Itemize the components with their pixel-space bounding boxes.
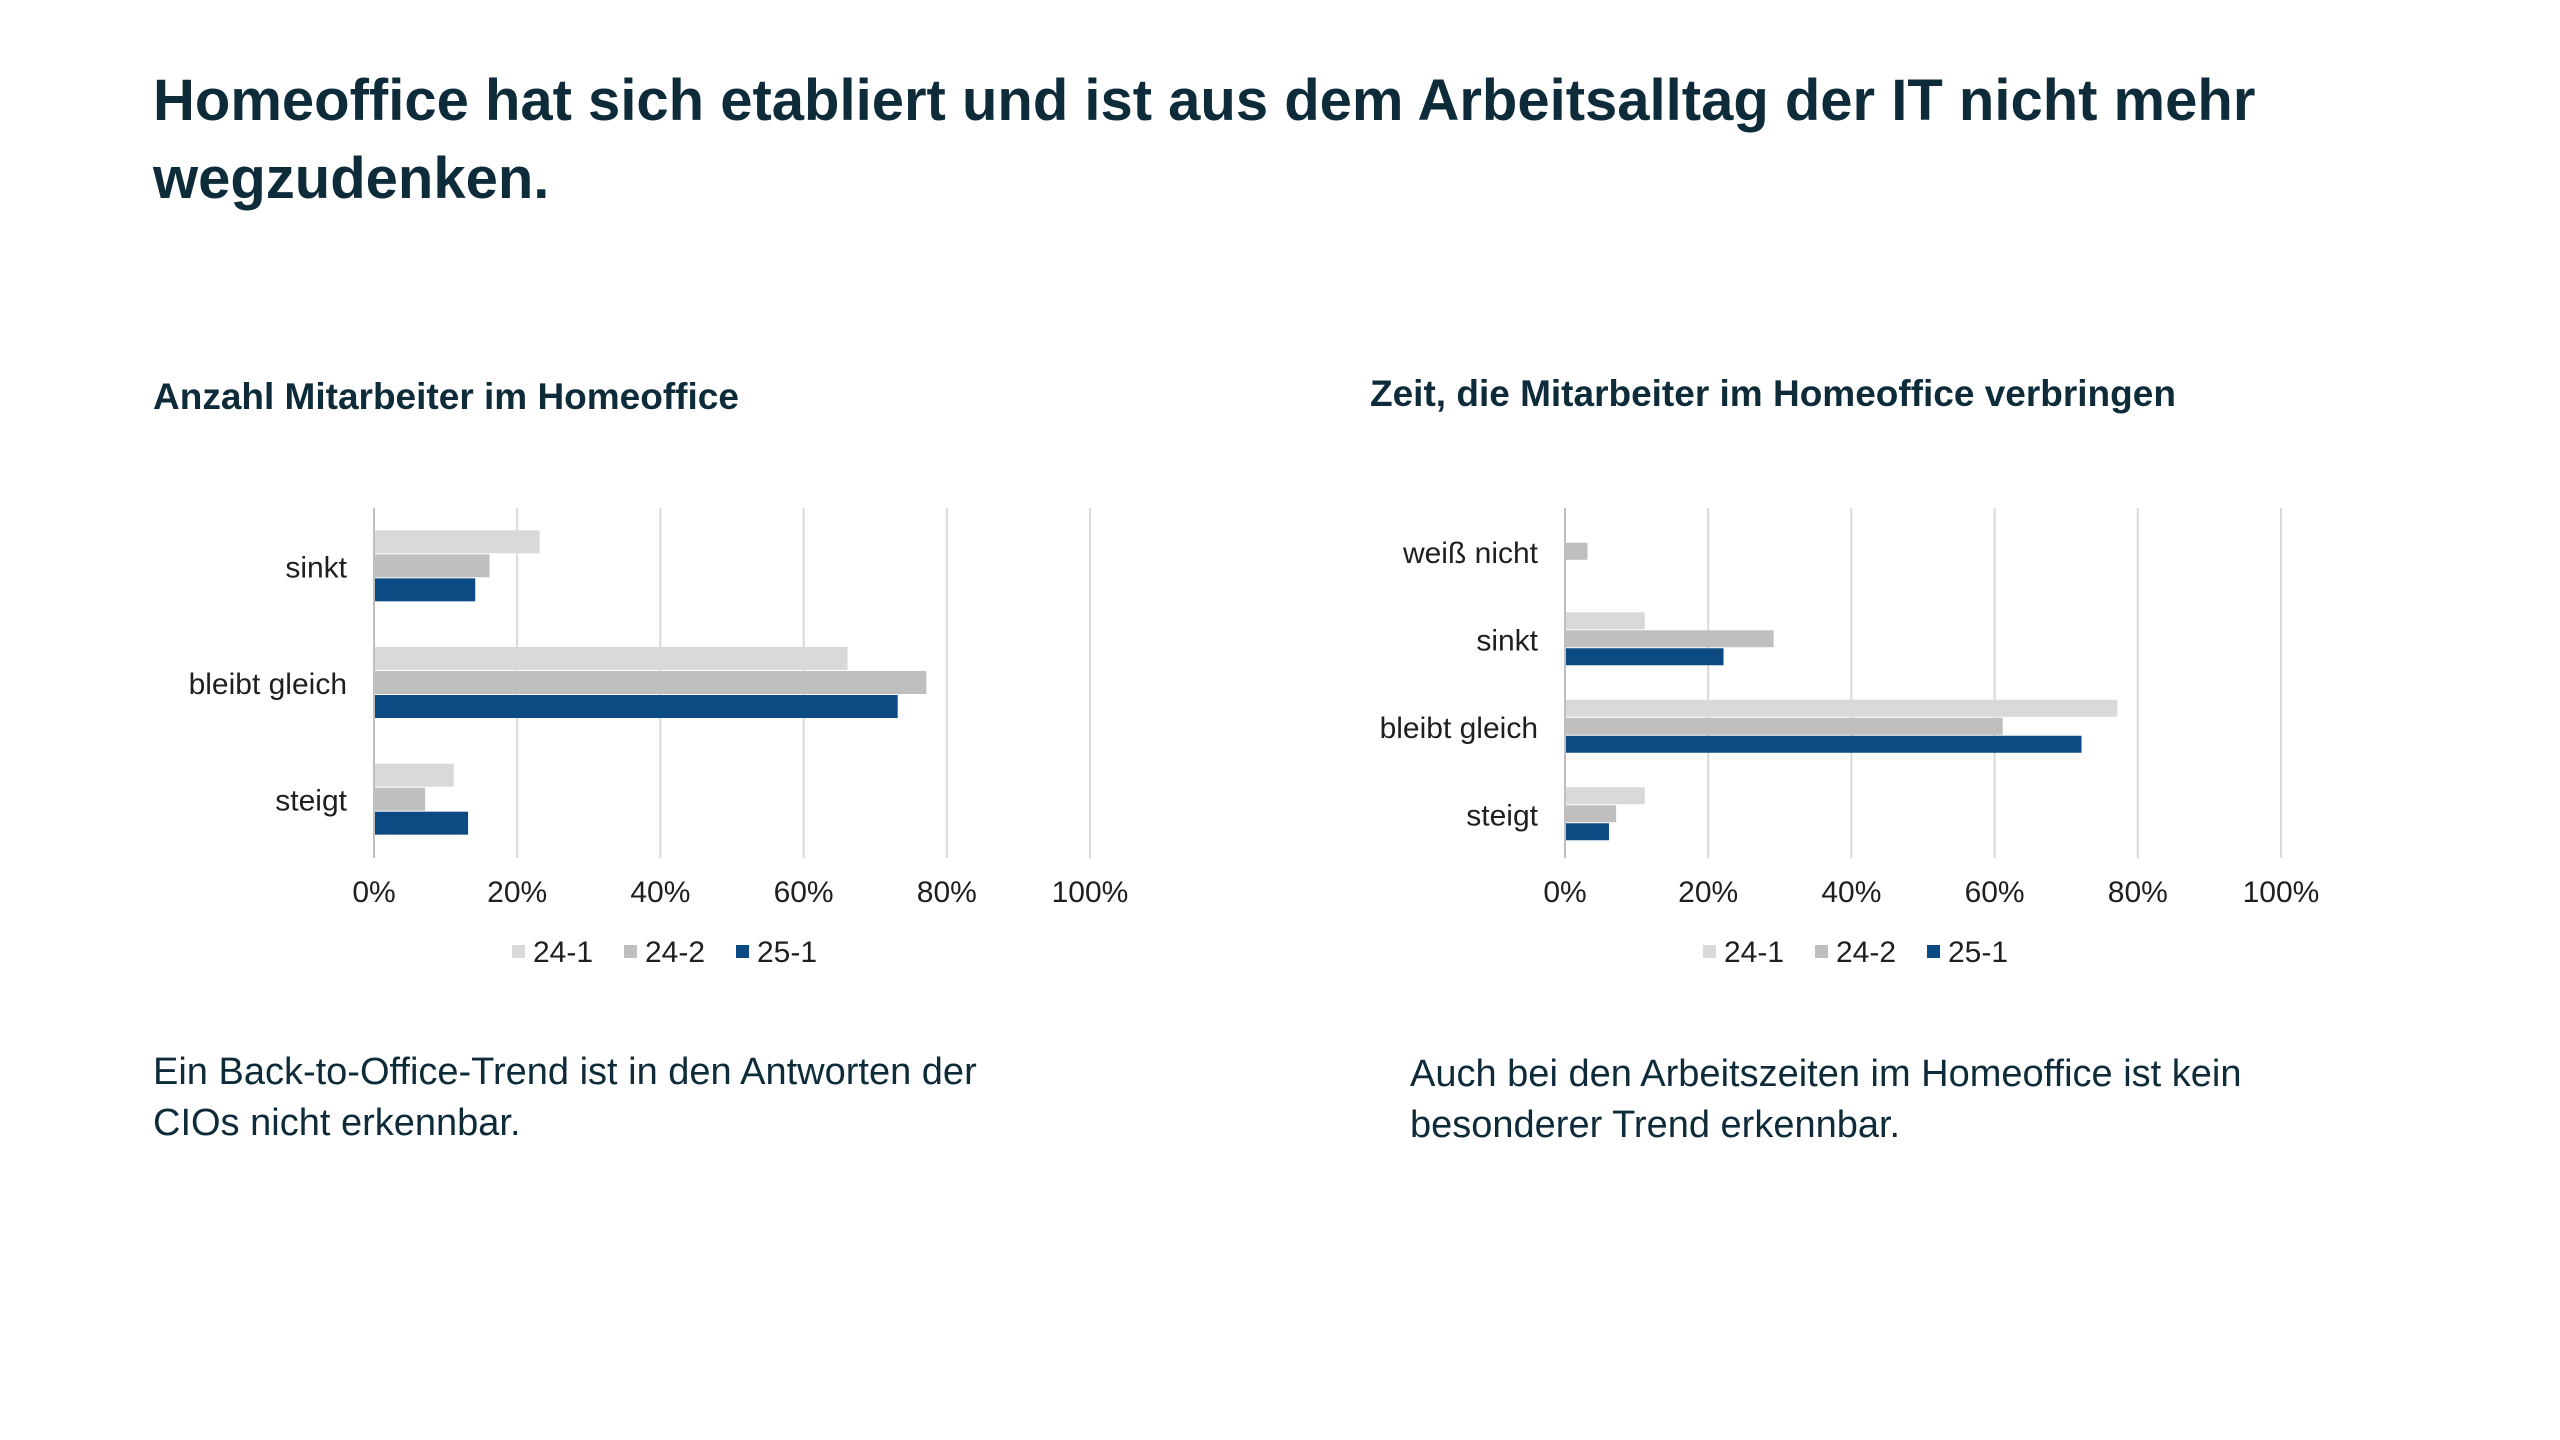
x-tick-label: 40% xyxy=(1821,876,1881,909)
x-tick-label: 100% xyxy=(1052,876,1129,909)
legend-label-24-1: 24-1 xyxy=(533,936,593,969)
bar-bleibt-gleich-25-1 xyxy=(1566,735,2082,753)
x-tick-label: 20% xyxy=(1678,876,1738,909)
legend-label-25-1: 25-1 xyxy=(757,936,817,969)
legend-swatch-24-2 xyxy=(1815,945,1828,958)
bar-bleibt-gleich-25-1 xyxy=(375,695,898,718)
category-label-sinkt: sinkt xyxy=(285,551,347,584)
x-tick-label: 60% xyxy=(774,876,834,909)
legend-label-25-1: 25-1 xyxy=(1948,936,2008,969)
bar-bleibt-gleich-24-1 xyxy=(1566,699,2118,717)
bar-sinkt-24-1 xyxy=(375,530,540,554)
bar-steigt-24-2 xyxy=(1566,805,1617,823)
legend-swatch-25-1 xyxy=(736,945,749,958)
legend-label-24-2: 24-2 xyxy=(645,936,705,969)
bar-bleibt-gleich-24-2 xyxy=(375,671,927,694)
caption-right: Auch bei den Arbeitszeiten im Homeoffice… xyxy=(1410,1053,2242,1146)
x-tick-label: 20% xyxy=(487,876,547,909)
x-tick-label: 40% xyxy=(630,876,690,909)
x-tick-label: 80% xyxy=(917,876,977,909)
chart-employees-in-homeoffice: 0% 20% 40% 60% 80% 100% sinkt bleibt gleich stei… xyxy=(189,508,1129,969)
category-label-steigt: steigt xyxy=(1466,799,1538,832)
bar-steigt-24-1 xyxy=(375,763,454,787)
x-tick-label: 100% xyxy=(2243,876,2320,909)
bar-bleibt-gleich-24-1 xyxy=(375,647,848,670)
category-label-bleibt-gleich: bleibt gleich xyxy=(1380,712,1538,745)
bar-sinkt-24-1 xyxy=(1566,612,1645,630)
legend-label-24-1: 24-1 xyxy=(1724,936,1784,969)
x-tick-label: 0% xyxy=(352,876,395,909)
legend-label-24-2: 24-2 xyxy=(1836,936,1896,969)
slide-title: Homeoffice hat sich etabliert und ist au… xyxy=(153,68,2256,211)
legend-swatch-24-1 xyxy=(512,945,525,958)
chart-time-in-homeoffice: 0% 20% 40% 60% 80% 100% weiß nicht sinkt bleibt … xyxy=(1380,508,2320,969)
bar-steigt-24-1 xyxy=(1566,787,1645,805)
caption-left: Ein Back-to-Office-Trend ist in den Antw… xyxy=(153,1051,977,1144)
legend-swatch-24-2 xyxy=(624,945,637,958)
x-tick-label: 80% xyxy=(2108,876,2168,909)
category-label-steigt: steigt xyxy=(275,785,347,818)
x-tick-label: 0% xyxy=(1543,876,1586,909)
bar-steigt-24-2 xyxy=(375,787,426,811)
bar-sinkt-25-1 xyxy=(375,578,476,602)
bar-sinkt-24-2 xyxy=(1566,630,1774,648)
bar-steigt-25-1 xyxy=(375,811,469,835)
category-label-bleibt-gleich: bleibt gleich xyxy=(189,668,347,701)
category-label-weiss-nicht: weiß nicht xyxy=(1402,537,1539,570)
bar-sinkt-24-2 xyxy=(375,554,490,578)
x-tick-label: 60% xyxy=(1965,876,2025,909)
bar-sinkt-25-1 xyxy=(1566,648,1724,666)
legend-swatch-24-1 xyxy=(1703,945,1716,958)
chart-title-time: Zeit, die Mitarbeiter im Homeoffice verb… xyxy=(1370,373,2176,414)
bar-weiss-nicht-24-2 xyxy=(1566,542,1588,560)
category-label-sinkt: sinkt xyxy=(1476,624,1538,657)
legend-swatch-25-1 xyxy=(1927,945,1940,958)
bar-steigt-25-1 xyxy=(1566,823,1609,841)
bar-bleibt-gleich-24-2 xyxy=(1566,717,2003,735)
chart-title-employees: Anzahl Mitarbeiter im Homeoffice xyxy=(153,376,739,417)
